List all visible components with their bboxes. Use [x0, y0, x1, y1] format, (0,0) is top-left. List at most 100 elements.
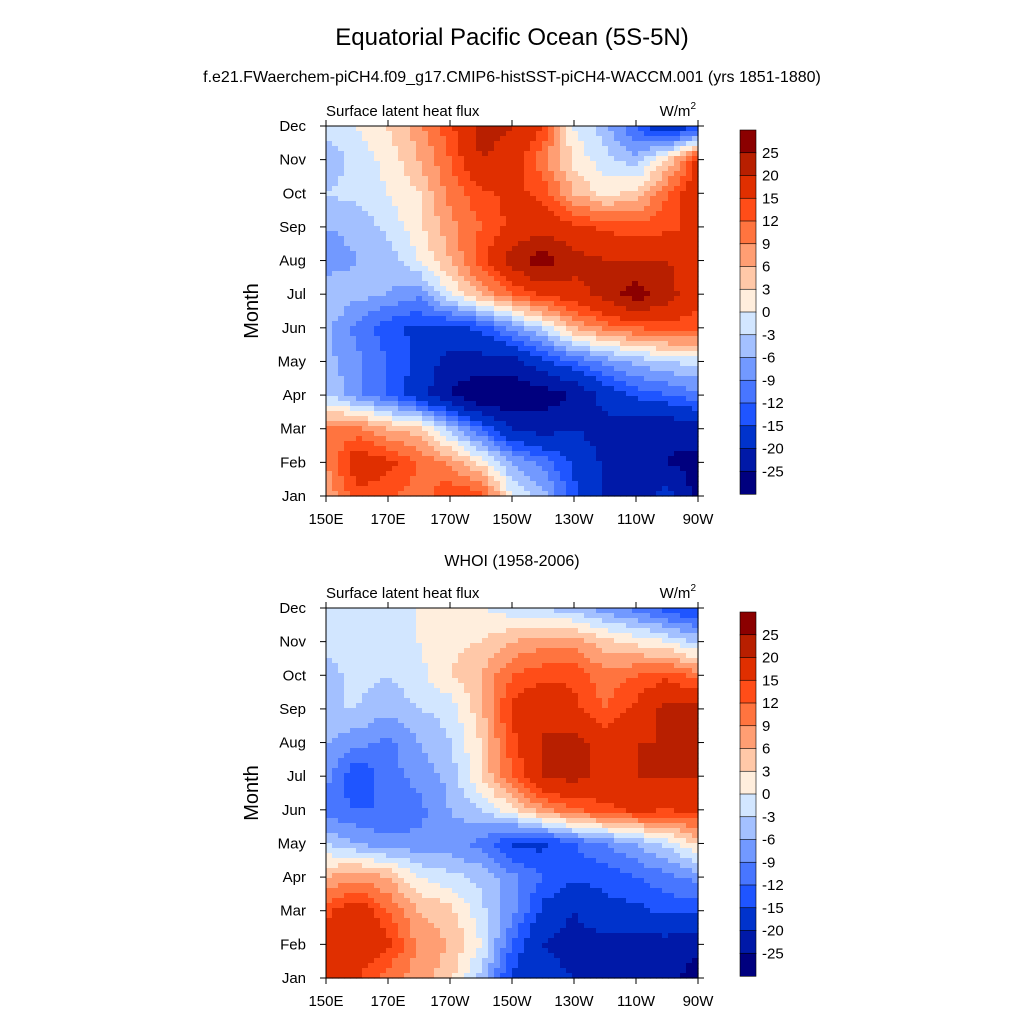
- heatmap-cell: [650, 416, 657, 422]
- heatmap-cell: [428, 486, 435, 492]
- heatmap-cell: [638, 166, 645, 172]
- heatmap-cell: [536, 141, 543, 147]
- heatmap-cell: [362, 361, 369, 367]
- heatmap-cell: [350, 246, 357, 252]
- heatmap-cell: [668, 146, 675, 152]
- heatmap-cell: [590, 371, 597, 377]
- heatmap-cell: [608, 386, 615, 392]
- heatmap-cell: [626, 256, 633, 262]
- heatmap-cell: [458, 146, 465, 152]
- heatmap-cell: [344, 386, 351, 392]
- heatmap-cell: [572, 451, 579, 457]
- heatmap-cell: [494, 476, 501, 482]
- heatmap-cell: [536, 336, 543, 342]
- heatmap-cell: [584, 431, 591, 437]
- heatmap-cell: [422, 623, 429, 629]
- heatmap-cell: [560, 446, 567, 452]
- heatmap-cell: [572, 286, 579, 292]
- heatmap-cell: [620, 191, 627, 197]
- heatmap-cell: [692, 306, 699, 312]
- heatmap-cell: [428, 326, 435, 332]
- heatmap-cell: [344, 146, 351, 152]
- heatmap-cell: [404, 416, 411, 422]
- heatmap-cell: [554, 276, 561, 282]
- heatmap-cell: [440, 211, 447, 217]
- heatmap-cell: [404, 126, 411, 132]
- heatmap-cell: [500, 216, 507, 222]
- heatmap-cell: [512, 246, 519, 252]
- heatmap-cell: [416, 366, 423, 372]
- heatmap-cell: [512, 381, 519, 387]
- heatmap-cell: [692, 266, 699, 272]
- heatmap-cell: [506, 211, 513, 217]
- heatmap-cell: [542, 166, 549, 172]
- heatmap-cell: [620, 466, 627, 472]
- heatmap-cell: [518, 231, 525, 237]
- heatmap-cell: [476, 366, 483, 372]
- heatmap-cell: [434, 231, 441, 237]
- heatmap-cell: [494, 628, 501, 634]
- heatmap-cell: [566, 191, 573, 197]
- heatmap-cell: [404, 371, 411, 377]
- heatmap-cell: [680, 311, 687, 317]
- heatmap-cell: [362, 171, 369, 177]
- heatmap-cell: [674, 126, 681, 132]
- heatmap-cell: [494, 261, 501, 267]
- heatmap-cell: [440, 326, 447, 332]
- heatmap-cell: [476, 628, 483, 634]
- heatmap-cell: [512, 386, 519, 392]
- heatmap-cell: [620, 441, 627, 447]
- heatmap-cell: [524, 446, 531, 452]
- heatmap-cell: [548, 446, 555, 452]
- heatmap-cell: [668, 291, 675, 297]
- heatmap-cell: [404, 391, 411, 397]
- heatmap-cell: [686, 301, 693, 307]
- heatmap-cell: [542, 421, 549, 427]
- heatmap-cell: [356, 126, 363, 132]
- heatmap-cell: [662, 346, 669, 352]
- heatmap-cell: [488, 286, 495, 292]
- heatmap-cell: [416, 461, 423, 467]
- heatmap-cell: [668, 471, 675, 477]
- heatmap-cell: [446, 156, 453, 162]
- heatmap-cell: [410, 316, 417, 322]
- heatmap-cell: [590, 251, 597, 257]
- heatmap-cell: [398, 361, 405, 367]
- heatmap-cell: [584, 396, 591, 402]
- heatmap-cell: [494, 196, 501, 202]
- heatmap-cell: [596, 301, 603, 307]
- heatmap-cell: [614, 401, 621, 407]
- heatmap-cell: [524, 436, 531, 442]
- heatmap-cell: [632, 201, 639, 207]
- heatmap-cell: [578, 231, 585, 237]
- heatmap-cell: [362, 436, 369, 442]
- heatmap-cell: [638, 186, 645, 192]
- heatmap-cell: [608, 271, 615, 277]
- heatmap-cell: [428, 186, 435, 192]
- heatmap-cell: [650, 406, 657, 412]
- heatmap-cell: [410, 431, 417, 437]
- heatmap-cell: [560, 301, 567, 307]
- heatmap-cell: [530, 146, 537, 152]
- heatmap-cell: [584, 171, 591, 177]
- heatmap-cell: [440, 411, 447, 417]
- heatmap-cell: [668, 461, 675, 467]
- heatmap-cell: [686, 426, 693, 432]
- heatmap-cell: [584, 161, 591, 167]
- heatmap-cell: [458, 381, 465, 387]
- heatmap-cell: [638, 331, 645, 337]
- heatmap-cell: [332, 236, 339, 242]
- heatmap-cell: [392, 451, 399, 457]
- heatmap-cell: [590, 151, 597, 157]
- heatmap-cell: [524, 191, 531, 197]
- heatmap-cell: [500, 411, 507, 417]
- heatmap-cell: [506, 286, 513, 292]
- heatmap-cell: [434, 376, 441, 382]
- heatmap-cell: [578, 261, 585, 267]
- heatmap-cell: [674, 386, 681, 392]
- heatmap-cell: [428, 181, 435, 187]
- heatmap-cell: [428, 336, 435, 342]
- heatmap-cell: [428, 396, 435, 402]
- heatmap-cell: [428, 271, 435, 277]
- heatmap-cell: [338, 246, 345, 252]
